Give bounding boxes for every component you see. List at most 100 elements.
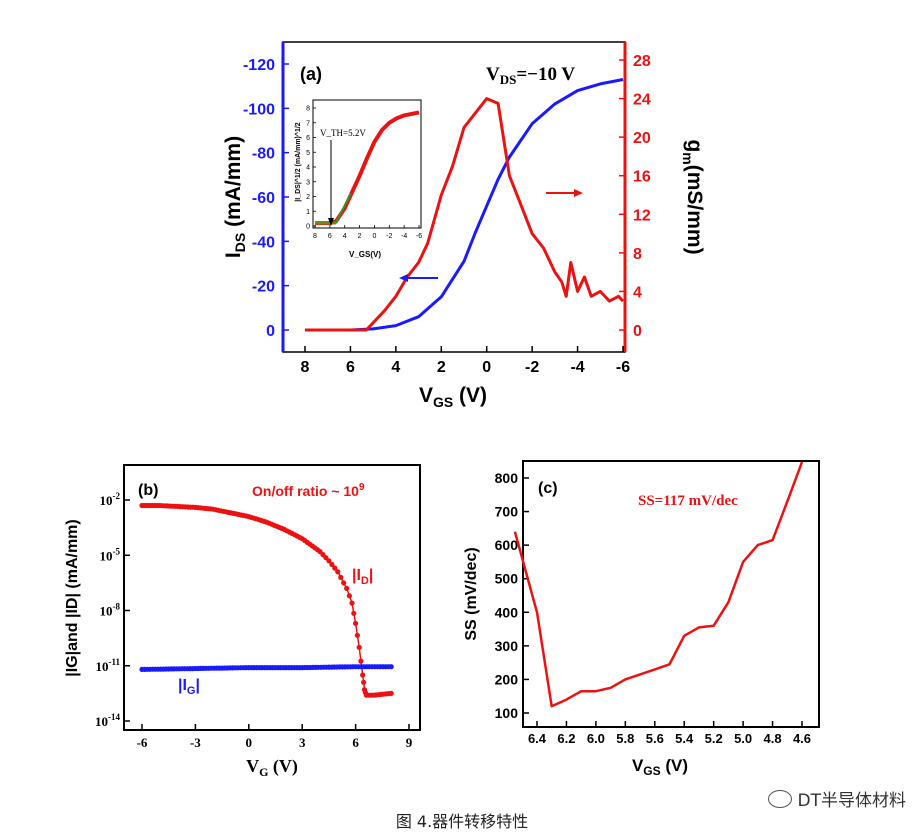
x-tick-label: -6 xyxy=(137,735,148,750)
inset-x-tick-label: -4 xyxy=(401,233,407,240)
panel-c-annotation: SS=117 mV/dec xyxy=(638,493,738,509)
y2-tick-label: 16 xyxy=(633,169,651,186)
x-tick-label: 5.2 xyxy=(705,731,723,746)
x-tick-label: 6 xyxy=(346,359,355,376)
x-tick-label: -2 xyxy=(525,359,539,376)
y2-tick-label: 24 xyxy=(633,92,651,109)
id-point xyxy=(353,620,359,627)
y2-tick-label: 0 xyxy=(633,323,642,340)
y2-tick-label: 8 xyxy=(633,246,642,263)
x-tick-label: 6.2 xyxy=(557,731,575,746)
x-tick-label: 5.0 xyxy=(734,731,752,746)
inset-y-tick-label: 1 xyxy=(306,209,310,216)
inset-x-tick-label: 0 xyxy=(372,233,376,240)
wechat-icon xyxy=(767,789,792,808)
panel-a-y2label: gm(mS/mm) xyxy=(680,139,706,254)
inset-y-tick-label: 5 xyxy=(306,150,310,157)
inset-y-tick-label: 0 xyxy=(306,224,310,231)
ss-line xyxy=(513,461,804,708)
id-point xyxy=(351,610,357,616)
y2-tick-label: 12 xyxy=(633,207,651,224)
panel-a-ticks: 8 6 4 2 0 -2 -4 -60-20-40-60-80-100-12004812162… xyxy=(243,53,651,376)
id-point xyxy=(344,585,350,592)
y-tick-label: -40 xyxy=(252,234,275,251)
inset-ylabel: |I_DS|^1/2 (mA/mm)^1/2 xyxy=(294,122,302,202)
id-point xyxy=(332,565,338,571)
inset-fit-line xyxy=(334,193,352,224)
ids-line xyxy=(305,78,624,332)
ig-series-label: |IG| xyxy=(178,677,200,697)
inset-y-tick-label: 2 xyxy=(306,194,310,201)
x-tick-label: 6 xyxy=(352,735,359,750)
panel-c-ticks: 6.4 6.2 6.0 5.8 5.6 5.4 5.2 5.0 4.8 4.6 100 200 300 4… xyxy=(495,470,811,746)
inset-y-tick-label: 4 xyxy=(306,165,310,172)
panel-b-xlabel: VG (V) xyxy=(246,756,298,779)
y-tick-label: -60 xyxy=(252,190,275,207)
id-point xyxy=(354,632,360,639)
inset-y-tick-label: 7 xyxy=(306,120,310,127)
panel-c-frame xyxy=(522,460,820,728)
y-tick-label: 400 xyxy=(495,604,519,620)
id-point xyxy=(361,679,367,685)
id-point xyxy=(341,580,347,586)
inset-frame xyxy=(312,99,422,229)
y2-tick-label: 4 xyxy=(633,284,642,301)
panel-a-label: (a) xyxy=(300,64,322,84)
x-tick-label: 8 xyxy=(301,359,310,376)
id-point xyxy=(349,600,355,606)
y-tick-label: 10-14 xyxy=(95,712,120,729)
panel-b-frame xyxy=(123,464,421,731)
y-tick-label: -20 xyxy=(252,279,275,296)
id-point xyxy=(388,690,394,697)
panel-b-ticks: -6 -3 0 3 6 9 10-2 10-5 10-8 10-11 10-14 xyxy=(95,491,413,750)
id-point xyxy=(356,644,362,650)
y2-tick-label: 28 xyxy=(633,53,651,70)
y-tick-label: 300 xyxy=(495,638,519,654)
id-point xyxy=(346,593,352,599)
panel-c: 6.4 6.2 6.0 5.8 5.6 5.4 5.2 5.0 4.8 4.6 100 200 300 4… xyxy=(463,460,820,778)
y-tick-label: 700 xyxy=(495,504,519,520)
id-point xyxy=(360,672,366,678)
x-tick-label: 3 xyxy=(299,735,306,750)
y-tick-label: 10-8 xyxy=(100,602,121,619)
panel-a: 8 6 4 2 0 -2 -4 -60-20-40-60-80-100-12004812162… xyxy=(222,41,706,410)
watermark: DT半导体材料 xyxy=(767,786,906,811)
panel-c-series xyxy=(513,461,804,708)
panel-c-label: (c) xyxy=(538,480,558,497)
panel-b-ylabel: |IG|and |ID| (mA/mm) xyxy=(64,519,81,676)
inset-x-tick-label: 8 xyxy=(313,233,317,240)
y-tick-label: 200 xyxy=(495,671,519,687)
x-tick-label: 6.0 xyxy=(587,731,605,746)
gm-line xyxy=(305,97,625,332)
panel-b-annotation: On/off ratio ~ 109 xyxy=(252,482,365,499)
y-tick-label: -80 xyxy=(252,146,275,163)
panel-a-annotation: VDS=−10 V xyxy=(486,64,575,87)
y-tick-label: 0 xyxy=(266,323,275,340)
x-tick-label: 4.8 xyxy=(764,731,782,746)
panel-b-series xyxy=(139,502,394,698)
y-tick-label: 600 xyxy=(495,537,519,553)
panel-a-ylabel: IDS (mA/mm) xyxy=(222,136,248,258)
x-tick-label: 5.6 xyxy=(646,731,664,746)
x-tick-label: 5.4 xyxy=(675,731,694,746)
panel-b-label: (b) xyxy=(138,482,158,499)
y-tick-label: 800 xyxy=(495,470,519,486)
inset-y-tick-label: 3 xyxy=(306,179,310,186)
inset-x-tick-label: -2 xyxy=(386,233,392,240)
inset-vth-label: V_TH=5.2V xyxy=(320,128,366,138)
blue-arrow xyxy=(399,274,438,282)
x-tick-label: -4 xyxy=(570,359,584,376)
red-arrow xyxy=(546,189,583,197)
inset-xlabel: V_GS(V) xyxy=(349,250,381,259)
panel-b: -6 -3 0 3 6 9 10-2 10-5 10-8 10-11 10-14 (b) On/of… xyxy=(64,464,421,779)
x-tick-label: 0 xyxy=(246,735,253,750)
id-point xyxy=(329,561,335,568)
x-tick-label: -6 xyxy=(616,359,630,376)
panel-c-ylabel: SS (mV/dec) xyxy=(463,547,480,640)
y-tick-label: -100 xyxy=(243,101,275,118)
x-tick-label: 0 xyxy=(482,359,491,376)
inset-x-tick-label: -6 xyxy=(416,233,422,240)
x-tick-label: 2 xyxy=(437,359,446,376)
y-tick-label: 100 xyxy=(495,705,519,721)
inset-x-tick-label: 2 xyxy=(358,233,362,240)
